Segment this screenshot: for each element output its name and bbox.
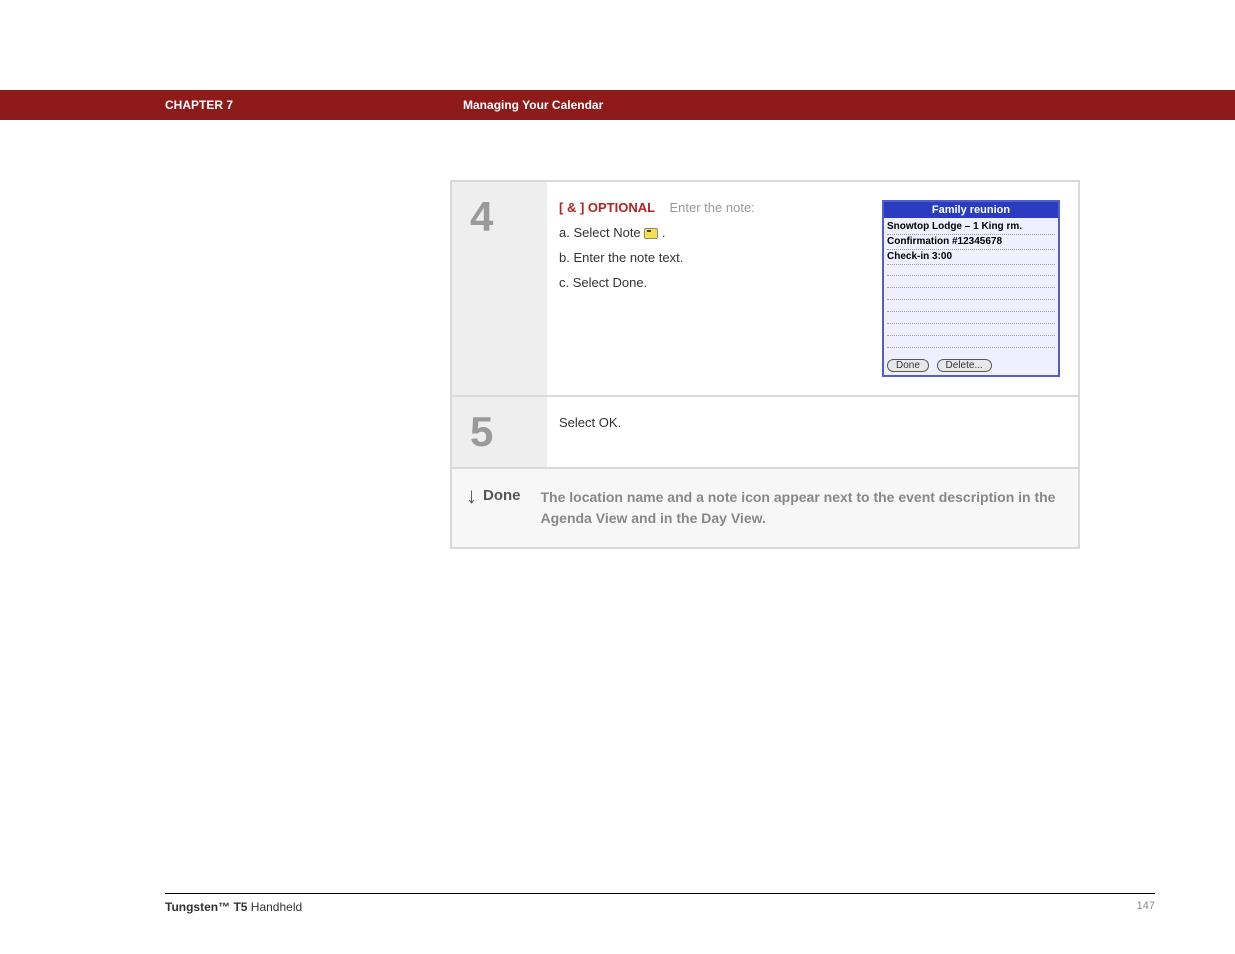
palm-title: Family reunion (884, 202, 1058, 218)
palm-line-3: Check-in 3:00 (887, 251, 1055, 265)
done-text: The location name and a note icon appear… (541, 487, 1061, 529)
palm-line-1: Snowtop Lodge – 1 King rm. (887, 221, 1055, 235)
chapter-label: CHAPTER 7 (165, 98, 233, 112)
section-title: Managing Your Calendar (463, 98, 603, 112)
page-number: 147 (1137, 900, 1155, 914)
palm-body: Snowtop Lodge – 1 King rm. Confirmation … (884, 218, 1058, 375)
palm-line-2: Confirmation #12345678 (887, 236, 1055, 250)
palm-screenshot: Family reunion Snowtop Lodge – 1 King rm… (882, 200, 1060, 377)
palm-buttons: Done Delete... (887, 350, 1055, 372)
palm-blank-line (887, 338, 1055, 348)
palm-blank-line (887, 278, 1055, 288)
down-arrow-icon: ↓ (466, 487, 477, 505)
step-number: 4 (452, 182, 547, 395)
substep-c: c. Select Done. (559, 275, 852, 290)
step-4: 4 [ & ] OPTIONAL Enter the note: a. Sele… (452, 182, 1078, 395)
steps-container: 4 [ & ] OPTIONAL Enter the note: a. Sele… (450, 180, 1080, 549)
done-step: ↓ Done The location name and a note icon… (452, 469, 1078, 547)
palm-done-button[interactable]: Done (887, 359, 929, 372)
palm-blank-line (887, 314, 1055, 324)
step-text: [ & ] OPTIONAL Enter the note: a. Select… (559, 200, 852, 377)
palm-blank-line (887, 326, 1055, 336)
step-5: 5 Select OK. (452, 397, 1078, 467)
substeps: a. Select Note . b. Enter the note text.… (559, 225, 852, 290)
step-number: 5 (452, 397, 547, 467)
optional-line: [ & ] OPTIONAL Enter the note: (559, 200, 852, 215)
done-label-col: ↓ Done (466, 487, 521, 529)
optional-tag: [ & ] OPTIONAL (559, 200, 655, 215)
product-name: Tungsten™ T5 Handheld (165, 900, 302, 914)
note-icon (644, 228, 658, 239)
palm-delete-button[interactable]: Delete... (937, 359, 992, 372)
page-footer: Tungsten™ T5 Handheld 147 (165, 893, 1155, 914)
chapter-header-bar: CHAPTER 7 Managing Your Calendar (0, 90, 1235, 120)
substep-a: a. Select Note . (559, 225, 852, 240)
substep-b: b. Enter the note text. (559, 250, 852, 265)
step-body: Select OK. (547, 397, 1078, 467)
palm-blank-line (887, 302, 1055, 312)
palm-blank-line (887, 266, 1055, 276)
step-text: Select OK. (559, 415, 1060, 449)
palm-blank-line (887, 290, 1055, 300)
done-label: Done (483, 487, 521, 504)
step-body: [ & ] OPTIONAL Enter the note: a. Select… (547, 182, 1078, 395)
optional-subtitle: Enter the note: (670, 200, 755, 215)
